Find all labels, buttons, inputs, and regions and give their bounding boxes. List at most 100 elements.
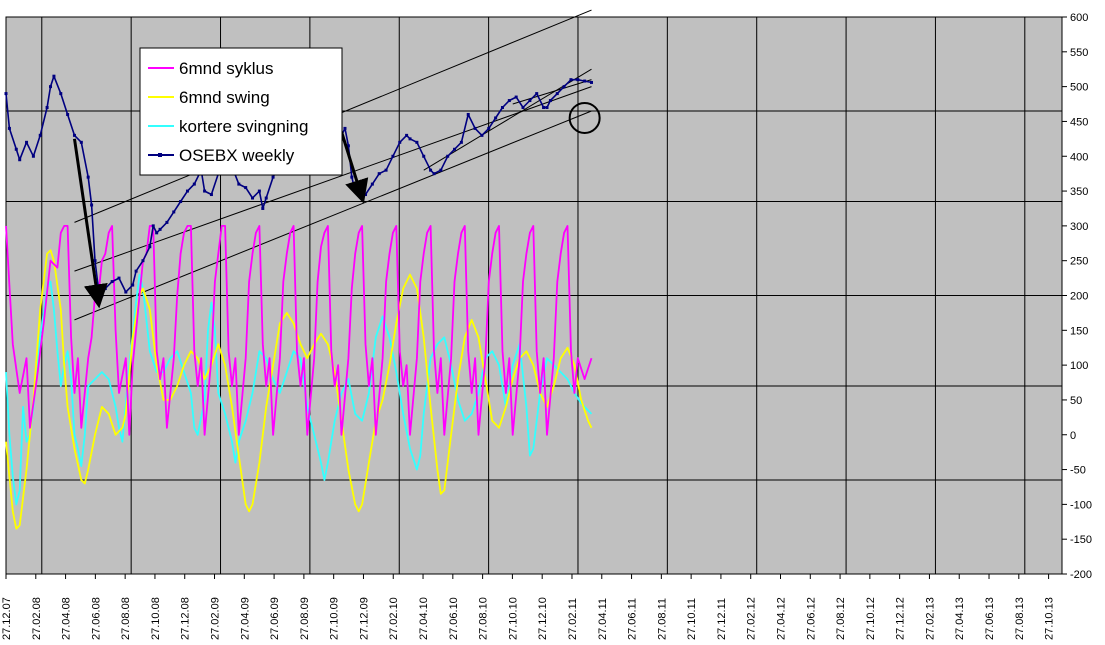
- circle-annotation: [568, 101, 601, 134]
- data-point: [38, 133, 42, 137]
- data-point: [93, 259, 97, 263]
- data-point: [237, 182, 241, 186]
- series-kortere-svingning: [5, 273, 593, 506]
- data-point: [141, 259, 145, 263]
- arrow-annotation: [72, 138, 108, 309]
- data-point: [165, 220, 169, 224]
- x-tick-label: 27.12.10: [537, 597, 549, 640]
- data-point: [377, 172, 381, 176]
- x-tick-label: 27.04.09: [239, 597, 251, 640]
- data-point: [487, 126, 491, 130]
- x-tick-label: 27.02.11: [567, 598, 579, 640]
- legend-label: 6mnd swing: [179, 88, 270, 107]
- x-tick-label: 27.02.12: [746, 597, 758, 640]
- legend-label: OSEBX weekly: [179, 146, 295, 165]
- y-tick-label: 400: [1070, 151, 1088, 163]
- x-tick-label: 27.04.08: [61, 597, 73, 640]
- data-point: [589, 80, 593, 84]
- trend-line: [74, 86, 592, 272]
- data-point: [514, 95, 518, 99]
- y-tick-label: -50: [1070, 465, 1086, 477]
- data-point: [52, 74, 56, 78]
- data-point: [117, 276, 121, 280]
- trend-line: [512, 79, 592, 105]
- data-point: [151, 224, 155, 228]
- data-point: [562, 85, 566, 89]
- data-point: [49, 85, 53, 89]
- data-point: [555, 92, 559, 96]
- x-tick-label: 27.08.08: [120, 597, 132, 640]
- data-point: [391, 154, 395, 158]
- data-point: [155, 231, 159, 235]
- data-point: [66, 112, 70, 116]
- data-point: [548, 99, 552, 103]
- data-point: [244, 186, 248, 190]
- data-point: [103, 287, 107, 291]
- x-tick-label: 27.10.08: [150, 597, 162, 640]
- data-point: [350, 175, 354, 179]
- x-tick-label: 27.06.10: [448, 597, 460, 640]
- y-tick-label: 300: [1070, 221, 1088, 233]
- x-tick-label: 27.08.11: [656, 598, 668, 640]
- x-axis-ticks: 27.12.07 27.02.08 27.04.08 27.06.08 27.08.08…: [1, 573, 1062, 640]
- y-tick-label: 50: [1070, 395, 1082, 407]
- x-tick-label: 27.04.11: [597, 598, 609, 640]
- x-tick-label: 27.02.08: [31, 597, 43, 640]
- x-tick-label: 27.10.10: [507, 597, 519, 640]
- data-point: [500, 106, 504, 110]
- data-point: [261, 206, 265, 210]
- y-tick-label: 500: [1070, 82, 1088, 94]
- data-point: [131, 283, 135, 287]
- x-tick-label: 27.10.12: [865, 597, 877, 640]
- series-line-6mnd-syklus: [5, 224, 593, 436]
- y-tick-label: 350: [1070, 186, 1088, 198]
- x-tick-label: 27.02.10: [388, 597, 400, 640]
- data-point: [507, 99, 511, 103]
- data-point: [31, 154, 35, 158]
- legend-box: [139, 47, 343, 176]
- data-point: [446, 154, 450, 158]
- legend-label: 6mnd syklus: [179, 59, 273, 78]
- data-point: [569, 78, 573, 82]
- data-point: [185, 189, 189, 193]
- x-tick-label: 27.02.13: [924, 597, 936, 640]
- data-point: [346, 144, 350, 148]
- y-tick-label: 100: [1070, 360, 1088, 372]
- y-tick-label: 450: [1070, 116, 1088, 128]
- y-tick-label: -200: [1070, 569, 1092, 581]
- y-tick-label: 550: [1070, 47, 1088, 59]
- y-tick-label: 150: [1070, 325, 1088, 337]
- x-tick-label: 27.04.10: [418, 597, 430, 640]
- data-point: [576, 78, 580, 82]
- data-point: [494, 116, 498, 120]
- data-point: [528, 99, 532, 103]
- data-point: [4, 92, 8, 96]
- data-point: [459, 140, 463, 144]
- data-point: [59, 92, 63, 96]
- x-tick-label: 27.10.11: [686, 598, 698, 640]
- data-point: [192, 182, 196, 186]
- trend-line: [74, 110, 592, 321]
- data-point: [432, 172, 436, 176]
- data-point: [521, 106, 525, 110]
- x-tick-label: 27.02.09: [210, 597, 222, 640]
- x-tick-label: 27.06.11: [627, 598, 639, 640]
- data-point: [134, 269, 138, 273]
- data-point: [398, 140, 402, 144]
- data-point: [25, 140, 29, 144]
- data-point: [453, 147, 457, 151]
- data-point: [209, 193, 213, 197]
- legend: 6mnd syklus 6mnd swing kortere svingning OS…: [139, 47, 343, 176]
- legend-label: kortere svingning: [179, 117, 308, 136]
- data-point: [90, 203, 94, 207]
- data-point: [179, 200, 183, 204]
- y-tick-label: -100: [1070, 499, 1092, 511]
- data-point: [110, 280, 114, 284]
- data-point: [203, 189, 207, 193]
- x-tick-label: 27.08.13: [1014, 597, 1026, 640]
- y-tick-label: 0: [1070, 430, 1076, 442]
- data-point: [124, 290, 128, 294]
- x-tick-label: 27.10.09: [329, 597, 341, 640]
- data-point: [583, 79, 587, 83]
